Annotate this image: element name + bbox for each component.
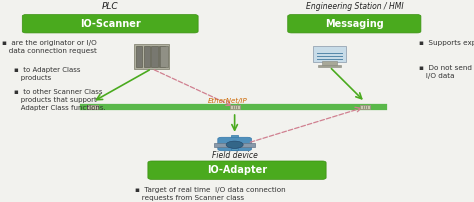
Text: IO-Scanner: IO-Scanner [80, 19, 141, 29]
FancyBboxPatch shape [288, 15, 421, 33]
FancyBboxPatch shape [360, 105, 370, 109]
Text: PLC: PLC [102, 2, 118, 11]
FancyBboxPatch shape [137, 46, 142, 67]
FancyBboxPatch shape [159, 46, 165, 67]
Text: ▪  to other Scanner Class
   products that support
   Adapter Class functions.: ▪ to other Scanner Class products that s… [14, 89, 106, 111]
FancyBboxPatch shape [87, 105, 98, 109]
Text: ▪  Target of real time  I/O data connection
   requests from Scanner class: ▪ Target of real time I/O data connectio… [135, 187, 286, 201]
FancyBboxPatch shape [148, 161, 326, 179]
FancyBboxPatch shape [313, 46, 346, 62]
Circle shape [226, 141, 243, 148]
FancyBboxPatch shape [214, 143, 255, 147]
Text: ▪  Supports explicit messaging: ▪ Supports explicit messaging [419, 40, 474, 46]
FancyBboxPatch shape [229, 105, 240, 109]
FancyBboxPatch shape [322, 61, 337, 66]
FancyBboxPatch shape [231, 135, 238, 139]
FancyBboxPatch shape [144, 46, 150, 67]
Text: Field device: Field device [212, 151, 257, 160]
Text: ▪  to Adapter Class
   products: ▪ to Adapter Class products [14, 67, 81, 81]
Text: Engineering Station / HMI: Engineering Station / HMI [306, 2, 403, 11]
FancyBboxPatch shape [318, 65, 341, 67]
FancyBboxPatch shape [134, 44, 170, 69]
FancyBboxPatch shape [218, 137, 251, 151]
Text: IO-Adapter: IO-Adapter [207, 165, 267, 175]
FancyBboxPatch shape [22, 15, 198, 33]
FancyBboxPatch shape [231, 148, 238, 150]
Text: ▪  are the originator or I/O
   data connection request: ▪ are the originator or I/O data connect… [2, 40, 97, 54]
Text: EtherNet/IP: EtherNet/IP [208, 98, 247, 104]
FancyBboxPatch shape [160, 46, 168, 67]
Text: ▪  Do not send or receive real-time
   I/O data: ▪ Do not send or receive real-time I/O d… [419, 65, 474, 79]
Text: Messaging: Messaging [325, 19, 383, 29]
FancyBboxPatch shape [152, 46, 157, 67]
